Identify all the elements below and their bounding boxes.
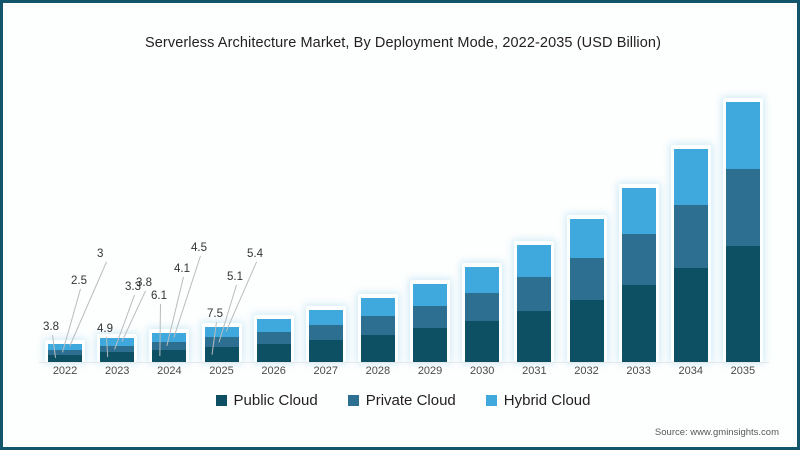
bar-segment-hybrid-cloud[interactable] [673, 149, 708, 206]
bar-segment-hybrid-cloud[interactable] [569, 219, 604, 259]
bar-group[interactable] [256, 319, 291, 362]
bar-group[interactable] [360, 298, 395, 362]
x-axis-tick-label: 2034 [678, 365, 704, 377]
bar-group[interactable] [465, 266, 500, 362]
x-axis-tick-label: 2031 [522, 365, 547, 377]
x-axis-tick-label: 2035 [730, 365, 756, 377]
data-label: 3 [97, 248, 104, 260]
bar-group[interactable] [621, 187, 656, 362]
x-axis-tick-label: 2026 [261, 365, 286, 377]
bar-segment-public-cloud[interactable] [569, 299, 604, 362]
bar-segment-private-cloud[interactable] [152, 341, 187, 351]
bar-segment-private-cloud[interactable] [673, 205, 708, 268]
bar-segment-public-cloud[interactable] [517, 311, 552, 362]
bar-group[interactable] [517, 245, 552, 362]
bar-group[interactable] [725, 102, 760, 362]
x-axis-tick-label: 2025 [209, 365, 234, 377]
bar-segment-private-cloud[interactable] [204, 337, 239, 348]
data-label: 4.9 [97, 323, 113, 335]
source-attribution: Source: www.gminsights.com [654, 427, 779, 438]
bar-segment-private-cloud[interactable] [621, 234, 656, 286]
x-axis-tick-label: 2027 [313, 365, 339, 377]
x-axis-tick-label: 2032 [574, 365, 599, 377]
bar-segment-hybrid-cloud[interactable] [308, 309, 343, 325]
chart-title: Serverless Architecture Market, By Deplo… [144, 35, 662, 51]
x-axis-tick-label: 2029 [417, 365, 443, 377]
plot-area: 3.8 2.5 3 4.9 3.3 3.8 6.1 4.1 4.5 7.5 5.1 5.4 [39, 81, 769, 363]
bar-segment-public-cloud[interactable] [725, 245, 760, 362]
legend-item-hybrid-cloud[interactable]: Hybrid Cloud [485, 392, 591, 409]
bar-segment-private-cloud[interactable] [465, 293, 500, 321]
bar-group[interactable] [413, 283, 448, 362]
bar-group[interactable] [48, 343, 83, 362]
bar-segment-private-cloud[interactable] [517, 277, 552, 312]
bar-segment-public-cloud[interactable] [621, 285, 656, 362]
bar-group[interactable] [673, 149, 708, 362]
bar-segment-private-cloud[interactable] [100, 345, 135, 353]
data-label: 4.1 [174, 263, 190, 275]
data-label: 5.1 [227, 271, 243, 283]
bar-segment-hybrid-cloud[interactable] [360, 298, 395, 317]
data-label: 2.5 [71, 275, 87, 287]
bar-segment-hybrid-cloud[interactable] [621, 187, 656, 235]
bar-segment-public-cloud[interactable] [673, 267, 708, 362]
bar-segment-private-cloud[interactable] [256, 331, 291, 344]
bar-segment-hybrid-cloud[interactable] [256, 319, 291, 332]
legend-label: Public Cloud [233, 392, 318, 409]
data-label: 4.5 [191, 242, 207, 254]
legend-swatch-icon [347, 395, 359, 406]
x-axis-tick-label: 2023 [104, 365, 130, 377]
legend-swatch-icon [485, 395, 497, 406]
bar-segment-private-cloud[interactable] [725, 169, 760, 246]
bar-segment-hybrid-cloud[interactable] [48, 343, 83, 350]
x-axis-tick-label: 2033 [626, 365, 651, 377]
x-axis-tick-label: 2028 [365, 365, 391, 377]
x-axis-tick-label: 2022 [52, 365, 78, 377]
bar-segment-hybrid-cloud[interactable] [465, 266, 500, 294]
legend-item-private-cloud[interactable]: Private Cloud [347, 392, 456, 409]
bar-segment-public-cloud[interactable] [100, 352, 135, 362]
chart-legend: Public Cloud Private Cloud Hybrid Cloud [3, 392, 800, 409]
legend-label: Private Cloud [365, 392, 456, 409]
bar-segment-private-cloud[interactable] [360, 316, 395, 335]
bar-segment-public-cloud[interactable] [256, 343, 291, 362]
bar-group[interactable] [569, 219, 604, 362]
x-axis-tick-label: 2024 [157, 365, 182, 377]
x-axis-line [39, 362, 769, 363]
data-label: 7.5 [207, 308, 223, 320]
data-label: 5.4 [247, 248, 263, 260]
bar-segment-public-cloud[interactable] [308, 339, 343, 362]
bar-segment-hybrid-cloud[interactable] [725, 102, 760, 170]
legend-swatch-icon [215, 395, 227, 406]
bar-segment-hybrid-cloud[interactable] [413, 283, 448, 307]
bar-segment-public-cloud[interactable] [413, 328, 448, 362]
bar-segment-public-cloud[interactable] [204, 347, 239, 362]
bar-segment-private-cloud[interactable] [413, 306, 448, 329]
bar-segment-private-cloud[interactable] [308, 324, 343, 340]
data-label: 3.8 [136, 277, 152, 289]
bar-segment-private-cloud[interactable] [48, 349, 83, 355]
x-axis-tick-label: 2030 [469, 365, 495, 377]
bar-group[interactable] [308, 309, 343, 362]
bar-segment-hybrid-cloud[interactable] [517, 245, 552, 278]
bar-segment-public-cloud[interactable] [465, 320, 500, 362]
bar-segment-public-cloud[interactable] [152, 350, 187, 362]
legend-label: Hybrid Cloud [503, 392, 591, 409]
bar-segment-public-cloud[interactable] [360, 334, 395, 362]
data-label: 3.3 [125, 281, 141, 293]
bar-segment-public-cloud[interactable] [48, 354, 83, 362]
data-label: 6.1 [151, 290, 167, 302]
bar-segment-private-cloud[interactable] [569, 258, 604, 300]
x-axis-tick-labels: 2022 2023 2024 2025 2026 2027 2028 2029 2030 2031… [39, 365, 769, 385]
data-label: 3.8 [43, 321, 59, 333]
legend-item-public-cloud[interactable]: Public Cloud [215, 392, 318, 409]
